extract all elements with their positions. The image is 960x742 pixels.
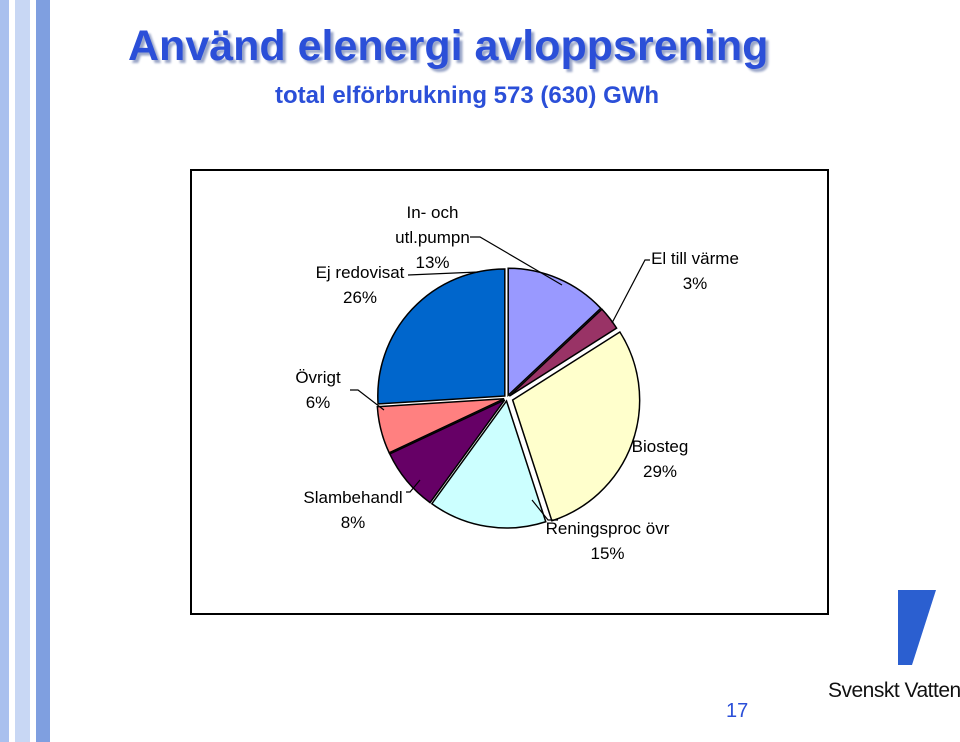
category-label: In- och utl.pumpn — [395, 203, 470, 247]
title: Använd elenergi avloppsrening — [128, 22, 769, 70]
pie-slice — [508, 308, 618, 397]
leader-line — [611, 259, 650, 324]
value-label: 8% — [340, 513, 366, 532]
value-label: 3% — [682, 274, 708, 293]
category-label: El till värme — [651, 249, 739, 268]
value-label: 29% — [642, 462, 678, 481]
data-label: Övrigt 6% — [278, 365, 358, 415]
leader-line — [470, 236, 563, 286]
category-label: Reningsproc övr — [545, 519, 670, 538]
data-label: Slambehandl 8% — [293, 485, 413, 535]
leader-line — [406, 479, 421, 493]
stripe — [0, 0, 9, 742]
category-label: Övrigt — [295, 368, 341, 387]
pie-slice — [511, 330, 641, 522]
category-label: Ej redovisat — [315, 263, 405, 282]
pie-slice — [430, 399, 547, 529]
leader-line — [407, 271, 479, 276]
subtitle: total elförbrukning 573 (630) GWh — [275, 82, 660, 109]
logo-shape — [898, 590, 936, 665]
pie — [350, 236, 650, 529]
data-label: Reningsproc övr 15% — [545, 516, 670, 566]
value-label: 13% — [415, 253, 450, 272]
leader-line — [531, 499, 558, 521]
pie-slice — [376, 397, 505, 454]
value-label: 6% — [305, 393, 331, 412]
leader-line — [350, 389, 385, 411]
value-label: 15% — [590, 544, 625, 563]
data-label: El till värme 3% — [640, 246, 750, 296]
data-label: In- och utl.pumpn 13% — [395, 200, 470, 275]
logo-text: Svenskt Vatten — [828, 679, 960, 702]
pie-slice — [507, 267, 602, 397]
pie-slice — [377, 268, 506, 405]
stripe — [15, 0, 30, 742]
pie-slice — [388, 399, 506, 504]
category-label: Biosteg — [631, 437, 689, 456]
category-label: Slambehandl — [303, 488, 403, 507]
data-label: Ej redovisat 26% — [300, 260, 420, 310]
page-number: 17 — [726, 700, 749, 722]
value-label: 26% — [342, 288, 378, 307]
data-label: Biosteg 29% — [605, 434, 715, 484]
stripe — [36, 0, 50, 742]
